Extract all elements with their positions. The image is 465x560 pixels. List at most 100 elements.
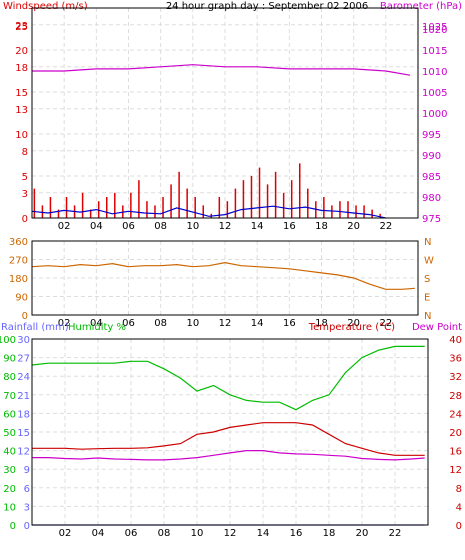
barometer-y-tick-label: 1025 (422, 22, 447, 33)
wind-panel-x-tick-label: 10 (186, 221, 199, 232)
direction-compass-label: S (424, 274, 430, 285)
direction-y-tick-label: 90 (15, 293, 28, 304)
direction-panel-frame (31, 240, 419, 316)
windspeed-gust-bar (371, 209, 373, 218)
windspeed-gust-bar (114, 192, 116, 218)
humidity-y-tick-label: 70 (3, 391, 16, 402)
windspeed-gust-bar (33, 188, 36, 218)
windspeed-gust-bar (307, 188, 309, 218)
windspeed-gust-bar (81, 192, 84, 218)
dewpoint-axis-title: Dew Point (412, 322, 462, 333)
windspeed-gust-bar (290, 180, 293, 218)
windspeed-y-tick-label: 25 (15, 22, 28, 33)
direction-panel-x-tick-label: 12 (219, 318, 232, 329)
barometer-y-tick-label: 1020 (422, 25, 447, 36)
temperature-y-tick-label: 20 (449, 428, 462, 439)
windspeed-gust-bar (258, 167, 261, 218)
climate-panel-x-tick-label: 02 (59, 528, 72, 539)
temperature-y-tick-label: 28 (449, 391, 462, 402)
windspeed-y-tick-label: 23 (15, 21, 28, 32)
climate-panel-x-tick-label: 22 (389, 528, 402, 539)
dewpoint-line (32, 450, 425, 461)
windspeed-gust-bar (355, 205, 357, 218)
windspeed-gust-bar (218, 197, 221, 218)
rainfall-y-tick-label: 6 (24, 484, 30, 495)
windspeed-gust-bar (298, 163, 301, 218)
barometer-y-tick-label: 985 (422, 172, 441, 183)
humidity-y-tick-label: 60 (3, 409, 16, 420)
wind-panel-x-tick-label: 06 (122, 221, 135, 232)
wind-panel-x-tick-label: 02 (58, 221, 71, 232)
temperature-y-tick-label: 16 (449, 447, 462, 458)
rainfall-y-tick-label: 15 (17, 428, 30, 439)
climate-panel-x-tick-label: 18 (323, 528, 336, 539)
humidity-y-tick-label: 0 (10, 521, 16, 532)
wind-panel-x-tick-label: 20 (347, 221, 360, 232)
windspeed-gust-bar (339, 201, 341, 218)
humidity-y-tick-label: 10 (3, 502, 16, 513)
climate-panel-x-tick-label: 16 (290, 528, 303, 539)
temperature-y-tick-label: 24 (449, 409, 462, 420)
barometer-axis-title: Barometer (hPa) (380, 1, 462, 12)
windspeed-gust-bar (49, 197, 52, 218)
windspeed-y-tick-label: 13 (15, 105, 28, 116)
wind-panel-x-tick-label: 08 (154, 221, 167, 232)
windspeed-gust-bar (202, 205, 204, 218)
windspeed-gust-bar (266, 184, 269, 218)
temperature-y-tick-label: 32 (449, 372, 462, 383)
windspeed-gust-bar (242, 180, 245, 218)
direction-panel-x-tick-label: 14 (251, 318, 264, 329)
windspeed-gust-bar (226, 201, 229, 218)
windspeed-gust-bar (162, 197, 164, 218)
windspeed-gust-bar (65, 197, 68, 218)
climate-panel-x-tick-label: 08 (158, 528, 171, 539)
windspeed-gust-bar (186, 188, 188, 218)
climate-panel-x-tick-label: 10 (191, 528, 204, 539)
humidity-axis-title: Humidity % (68, 322, 126, 333)
rainfall-y-tick-label: 0 (24, 521, 30, 532)
climate-panel-x-tick-label: 12 (224, 528, 237, 539)
climate-panel-x-tick-label: 20 (356, 528, 369, 539)
direction-panel-x-tick-label: 10 (186, 318, 199, 329)
direction-panel-x-tick-label: 06 (122, 318, 135, 329)
barometer-y-tick-label: 1005 (422, 88, 447, 99)
windspeed-gust-bar (130, 192, 132, 218)
windspeed-gust-bar (331, 205, 333, 218)
wind-direction-line (31, 261, 415, 290)
direction-compass-label: N (424, 237, 431, 248)
windspeed-y-tick-label: 10 (15, 130, 28, 141)
direction-panel-x-tick-label: 04 (90, 318, 103, 329)
windspeed-gust-bar (89, 209, 92, 218)
climate-panel-frame (31, 338, 429, 526)
direction-panel-x-tick-label: 18 (315, 318, 328, 329)
direction-panel-x-tick-label: 22 (379, 318, 392, 329)
windspeed-gust-bar (250, 176, 253, 218)
wind-panel-frame (31, 7, 419, 219)
windspeed-axis-title: Windspeed (m/s) (3, 1, 88, 12)
wind-panel-x-tick-label: 12 (219, 221, 232, 232)
windspeed-gust-bar (274, 171, 277, 218)
rainfall-y-tick-label: 3 (24, 502, 30, 513)
windspeed-gust-bar (178, 171, 180, 218)
windspeed-y-tick-label: 8 (22, 147, 28, 158)
direction-y-tick-label: 0 (22, 311, 28, 322)
windspeed-gust-bar (57, 209, 60, 218)
temperature-y-tick-label: 4 (456, 502, 462, 513)
barometer-y-tick-label: 980 (422, 193, 441, 204)
rainfall-y-tick-label: 27 (17, 354, 30, 365)
windspeed-gust-bar (363, 205, 365, 218)
temperature-y-tick-label: 40 (449, 335, 462, 346)
barometer-y-tick-label: 990 (422, 151, 441, 162)
temperature-line (32, 422, 425, 456)
rainfall-y-tick-label: 9 (24, 465, 30, 476)
windspeed-gust-bar (105, 197, 108, 218)
rainfall-y-tick-label: 12 (17, 447, 30, 458)
windspeed-gust-bar (234, 188, 237, 218)
windspeed-y-tick-label: 0 (22, 214, 28, 225)
windspeed-gust-bar (41, 205, 44, 218)
direction-compass-label: N (424, 311, 431, 322)
humidity-y-tick-label: 30 (3, 465, 16, 476)
barometer-y-tick-label: 1010 (422, 67, 447, 78)
humidity-y-tick-label: 50 (3, 428, 16, 439)
humidity-y-tick-label: 90 (3, 354, 16, 365)
